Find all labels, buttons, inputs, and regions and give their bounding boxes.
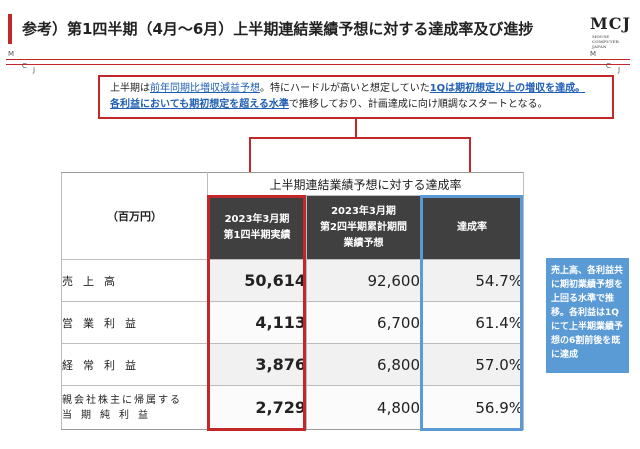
company-logo: MCJ MOUSE COMPUTER JAPAN xyxy=(590,14,632,49)
connector-up xyxy=(355,119,357,138)
rule-letter: J xyxy=(33,66,36,74)
row-label-line: 親会社株主に帰属する xyxy=(62,394,182,406)
rule-letter: J xyxy=(618,66,621,74)
col-header-line: 2023年3月期 xyxy=(331,205,396,217)
cell-actual: 2,729 xyxy=(207,385,307,430)
achievement-table: （百万円） 上半期連結業績予想に対する達成率 2023年3月期 第1四半期実績 … xyxy=(61,172,525,430)
note-text: で推移しており、計画達成に向け順調なスタートとなる。 xyxy=(288,99,548,110)
col-header-line: 第2四半期累計期間 xyxy=(320,221,407,233)
row-label-net-income: 親会社株主に帰属する 当期純利益 xyxy=(61,385,208,430)
cell-forecast: 6,700 xyxy=(306,301,421,344)
table-row: 親会社株主に帰属する 当期純利益 2,729 4,800 56.9% xyxy=(61,385,525,430)
cell-rate: 61.4% xyxy=(420,301,525,344)
col-header-forecast: 2023年3月期 第2四半期累計期間 業績予想 xyxy=(306,195,421,260)
row-label-ordinary-profit: 経常利益 xyxy=(61,343,208,386)
cell-forecast: 92,600 xyxy=(306,259,421,302)
col-header-rate: 達成率 xyxy=(420,195,525,260)
cell-rate: 56.9% xyxy=(420,385,525,430)
logo-subtext: MOUSE COMPUTER JAPAN xyxy=(592,34,619,49)
header-rule-bottom xyxy=(6,64,630,65)
note-highlight: 前年同期比増収減益予想 xyxy=(150,83,260,94)
logo-text: MCJ xyxy=(590,14,632,33)
note-text: 。特にハードルが高いと想定していた xyxy=(260,83,430,94)
table-row: 経常利益 3,876 6,800 57.0% xyxy=(61,343,525,386)
note-highlight-bold: 各利益においても期初想定を超える水準 xyxy=(110,99,289,110)
cell-actual: 3,876 xyxy=(207,343,307,386)
note-text: 上半期は xyxy=(110,83,150,94)
col-header-line: 2023年3月期 xyxy=(224,213,290,225)
rule-letter: M xyxy=(8,50,15,58)
table-super-header: 上半期連結業績予想に対する達成率 xyxy=(207,172,525,196)
col-header-line: 第1四半期実績 xyxy=(223,229,291,241)
row-label-line: 当期純利益 xyxy=(62,409,157,421)
cell-forecast: 4,800 xyxy=(306,385,421,430)
table-row: 営業利益 4,113 6,700 61.4% xyxy=(61,301,525,344)
cell-actual: 4,113 xyxy=(207,301,307,344)
connector-left xyxy=(249,137,251,172)
row-label-operating-profit: 営業利益 xyxy=(61,301,208,344)
col-header-actual: 2023年3月期 第1四半期実績 xyxy=(207,195,307,260)
cell-forecast: 6,800 xyxy=(306,343,421,386)
connector-right xyxy=(469,137,471,172)
rule-letter: C xyxy=(606,62,611,70)
summary-note: 上半期は前年同期比増収減益予想。特にハードルが高いと想定していた1Qは期初想定以… xyxy=(98,75,614,119)
row-label-sales: 売上高 xyxy=(61,259,208,302)
cell-rate: 57.0% xyxy=(420,343,525,386)
connector-horizontal xyxy=(249,137,471,139)
col-header-line: 業績予想 xyxy=(343,237,384,249)
rule-letter: M xyxy=(590,50,597,58)
cell-rate: 54.7% xyxy=(420,259,525,302)
callout-box: 売上高、各利益共に期初業績予想を上回る水準で推移。各利益は1Qにて上半期業績予想… xyxy=(546,258,629,373)
rule-letter: C xyxy=(22,62,27,70)
table-row: 売上高 50,614 92,600 54.7% xyxy=(61,259,525,302)
note-highlight-bold: 1Qは期初想定以上の増収を達成。 xyxy=(429,83,586,94)
header-rule-top xyxy=(6,59,630,60)
unit-label: （百万円） xyxy=(61,172,208,260)
page-title: 参考）第1四半期（4月～6月）上半期連結業績予想に対する達成率及び進捗 xyxy=(8,14,583,44)
cell-actual: 50,614 xyxy=(207,259,307,302)
